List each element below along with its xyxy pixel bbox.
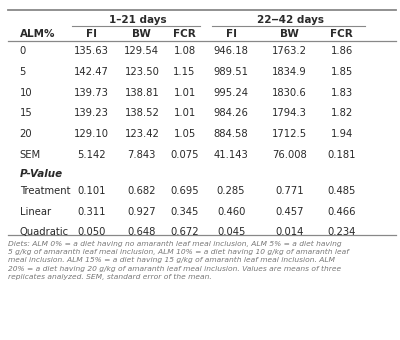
Text: 1763.2: 1763.2 — [272, 46, 307, 56]
Text: 0.075: 0.075 — [170, 150, 199, 160]
Text: 0.345: 0.345 — [170, 207, 199, 217]
Text: SEM: SEM — [20, 150, 41, 160]
Text: 0.460: 0.460 — [217, 207, 245, 217]
Text: 123.42: 123.42 — [124, 129, 159, 139]
Text: 1834.9: 1834.9 — [272, 67, 307, 77]
Text: 1.01: 1.01 — [174, 88, 196, 98]
Text: 20: 20 — [20, 129, 32, 139]
Text: 884.58: 884.58 — [214, 129, 248, 139]
Text: 1.05: 1.05 — [174, 129, 196, 139]
Text: Linear: Linear — [20, 207, 51, 217]
Text: Quadratic: Quadratic — [20, 227, 69, 237]
Text: 995.24: 995.24 — [214, 88, 249, 98]
Text: P-Value: P-Value — [20, 169, 63, 178]
Text: 10: 10 — [20, 88, 32, 98]
Text: Diets: ALM 0% = a diet having no amaranth leaf meal inclusion, ALM 5% = a diet h: Diets: ALM 0% = a diet having no amarant… — [8, 241, 349, 280]
Text: 0.045: 0.045 — [217, 227, 245, 237]
Text: 139.73: 139.73 — [74, 88, 109, 98]
Text: 135.63: 135.63 — [74, 46, 109, 56]
Text: 22‒42 days: 22‒42 days — [257, 15, 324, 25]
Text: 0.457: 0.457 — [275, 207, 304, 217]
Text: 0: 0 — [20, 46, 26, 56]
Text: 0.927: 0.927 — [128, 207, 156, 217]
Text: Treatment: Treatment — [20, 186, 70, 196]
Text: 1.08: 1.08 — [174, 46, 196, 56]
Text: 138.81: 138.81 — [124, 88, 159, 98]
Text: 1.82: 1.82 — [330, 108, 353, 118]
Text: 1794.3: 1794.3 — [272, 108, 307, 118]
Text: 1.86: 1.86 — [330, 46, 353, 56]
Text: 138.52: 138.52 — [124, 108, 159, 118]
Text: 142.47: 142.47 — [74, 67, 109, 77]
Text: 123.50: 123.50 — [124, 67, 159, 77]
Text: 946.18: 946.18 — [214, 46, 248, 56]
Text: 0.311: 0.311 — [77, 207, 106, 217]
Text: 0.648: 0.648 — [128, 227, 156, 237]
Text: FI: FI — [226, 29, 237, 39]
Text: 0.050: 0.050 — [77, 227, 106, 237]
Text: 41.143: 41.143 — [214, 150, 248, 160]
Text: 0.672: 0.672 — [170, 227, 199, 237]
Text: ALM%: ALM% — [20, 29, 55, 39]
Text: FI: FI — [86, 29, 97, 39]
Text: 5.142: 5.142 — [77, 150, 106, 160]
Text: 984.26: 984.26 — [214, 108, 248, 118]
Text: 15: 15 — [20, 108, 32, 118]
Text: 7.843: 7.843 — [128, 150, 156, 160]
Text: 1–21 days: 1–21 days — [109, 15, 167, 25]
Text: 1.01: 1.01 — [174, 108, 196, 118]
Text: 1.94: 1.94 — [330, 129, 353, 139]
Text: 0.485: 0.485 — [328, 186, 356, 196]
Text: 139.23: 139.23 — [74, 108, 109, 118]
Text: 0.285: 0.285 — [217, 186, 245, 196]
Text: 0.695: 0.695 — [170, 186, 199, 196]
Text: BW: BW — [280, 29, 299, 39]
Text: 0.234: 0.234 — [328, 227, 356, 237]
Text: 0.014: 0.014 — [275, 227, 304, 237]
Text: 0.682: 0.682 — [128, 186, 156, 196]
Text: 0.466: 0.466 — [328, 207, 356, 217]
Text: 0.181: 0.181 — [328, 150, 356, 160]
Text: 989.51: 989.51 — [214, 67, 249, 77]
Text: 1830.6: 1830.6 — [272, 88, 307, 98]
Text: 76.008: 76.008 — [272, 150, 307, 160]
Text: FCR: FCR — [173, 29, 196, 39]
Text: 1.85: 1.85 — [330, 67, 353, 77]
Text: 5: 5 — [20, 67, 26, 77]
Text: BW: BW — [132, 29, 151, 39]
Text: FCR: FCR — [330, 29, 353, 39]
Text: 129.54: 129.54 — [124, 46, 159, 56]
Text: 129.10: 129.10 — [74, 129, 109, 139]
Text: 1.15: 1.15 — [173, 67, 196, 77]
Text: 1.83: 1.83 — [331, 88, 353, 98]
Text: 0.771: 0.771 — [275, 186, 304, 196]
Text: 1712.5: 1712.5 — [272, 129, 307, 139]
Text: 0.101: 0.101 — [77, 186, 106, 196]
